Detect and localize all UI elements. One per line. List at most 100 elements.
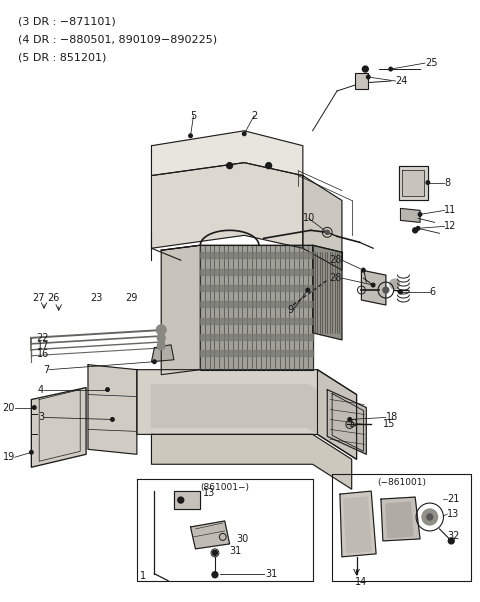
Polygon shape (344, 497, 371, 553)
Circle shape (389, 67, 393, 71)
Circle shape (212, 572, 218, 578)
Polygon shape (152, 345, 174, 362)
Polygon shape (161, 245, 200, 374)
Circle shape (266, 163, 272, 169)
Circle shape (427, 514, 432, 520)
Polygon shape (152, 163, 303, 248)
Text: D: D (350, 420, 358, 429)
Polygon shape (303, 176, 342, 270)
Text: 20: 20 (2, 403, 15, 412)
Text: 19: 19 (2, 452, 15, 462)
Text: 9: 9 (287, 305, 293, 315)
Text: 4: 4 (38, 385, 44, 394)
Polygon shape (200, 268, 312, 275)
Text: 21: 21 (447, 494, 460, 504)
Text: 5: 5 (191, 111, 197, 121)
Polygon shape (200, 245, 312, 370)
Circle shape (390, 279, 399, 289)
Polygon shape (386, 502, 413, 538)
Bar (355, 73, 368, 89)
Polygon shape (152, 435, 352, 489)
Polygon shape (361, 270, 386, 305)
Circle shape (306, 288, 310, 292)
Circle shape (325, 231, 329, 234)
Circle shape (153, 360, 156, 364)
Polygon shape (152, 131, 303, 176)
Circle shape (30, 450, 33, 454)
Circle shape (106, 388, 109, 391)
Polygon shape (200, 318, 312, 324)
Circle shape (325, 231, 329, 234)
Text: 3: 3 (38, 412, 44, 423)
Circle shape (383, 287, 389, 293)
Circle shape (189, 134, 192, 138)
Circle shape (178, 497, 184, 503)
Polygon shape (400, 208, 420, 222)
Circle shape (227, 163, 232, 169)
Text: 13: 13 (447, 509, 460, 519)
Polygon shape (402, 170, 424, 196)
Text: 29: 29 (125, 293, 137, 303)
Text: 31: 31 (229, 546, 242, 556)
Text: (5 DR : 851201): (5 DR : 851201) (18, 52, 106, 62)
Circle shape (413, 228, 418, 233)
Text: 31: 31 (266, 569, 278, 579)
Text: 28: 28 (330, 273, 342, 283)
Text: 25: 25 (425, 58, 437, 68)
Polygon shape (381, 497, 420, 541)
Polygon shape (137, 370, 357, 459)
Text: 18: 18 (386, 412, 398, 423)
Polygon shape (200, 252, 312, 258)
Circle shape (33, 406, 36, 409)
Circle shape (426, 181, 430, 184)
Polygon shape (200, 285, 312, 291)
Text: 12: 12 (444, 222, 457, 231)
Text: (−861001): (−861001) (377, 478, 426, 487)
Circle shape (157, 342, 165, 350)
Text: 17: 17 (36, 341, 49, 351)
Text: 27: 27 (32, 293, 45, 303)
Text: 13: 13 (203, 488, 216, 498)
Polygon shape (398, 166, 428, 200)
Polygon shape (200, 301, 312, 307)
Circle shape (213, 550, 217, 555)
Text: 2: 2 (251, 111, 257, 121)
Text: 22: 22 (36, 333, 49, 343)
Circle shape (362, 66, 368, 72)
Text: 14: 14 (355, 577, 368, 587)
Text: 32: 32 (447, 531, 460, 541)
Circle shape (157, 334, 165, 342)
Polygon shape (174, 491, 200, 509)
Polygon shape (191, 521, 229, 549)
Circle shape (399, 290, 402, 294)
Text: 28: 28 (330, 255, 342, 265)
Text: 24: 24 (396, 76, 408, 86)
Circle shape (418, 213, 422, 216)
Text: 7: 7 (43, 365, 49, 374)
Text: 6: 6 (430, 287, 436, 297)
Polygon shape (88, 365, 137, 455)
Circle shape (348, 418, 351, 421)
Polygon shape (31, 388, 86, 467)
Text: 11: 11 (444, 205, 456, 216)
Circle shape (448, 538, 454, 544)
Circle shape (367, 75, 370, 79)
Polygon shape (200, 334, 312, 340)
Polygon shape (152, 385, 347, 449)
Text: 8: 8 (444, 178, 451, 188)
Text: (861001−): (861001−) (200, 483, 249, 492)
Circle shape (111, 418, 114, 421)
Polygon shape (327, 389, 366, 455)
Text: 23: 23 (90, 293, 102, 303)
Polygon shape (200, 350, 312, 356)
Text: 30: 30 (237, 534, 249, 544)
Circle shape (242, 132, 246, 135)
Text: 10: 10 (302, 213, 315, 223)
Circle shape (416, 226, 420, 230)
Circle shape (156, 325, 166, 335)
Text: 26: 26 (47, 293, 60, 303)
Circle shape (372, 284, 375, 287)
Circle shape (361, 268, 365, 272)
Text: (3 DR : −871101): (3 DR : −871101) (18, 16, 116, 26)
Polygon shape (317, 370, 357, 459)
